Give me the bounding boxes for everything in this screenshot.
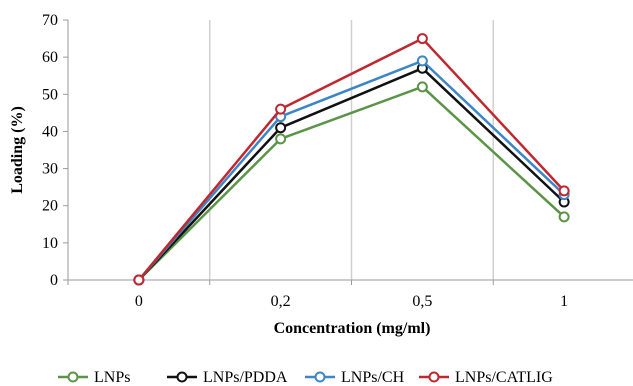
data-point — [416, 81, 428, 93]
axes — [63, 19, 633, 285]
legend-label: LNPs/CATLIG — [455, 369, 553, 386]
legend-item: LNPs — [58, 369, 130, 386]
series-lnps-catlig — [133, 33, 570, 286]
data-point — [416, 55, 428, 67]
legend-item: LNPs/CATLIG — [419, 369, 553, 386]
series-lines — [133, 33, 570, 286]
legend-label: LNPs/CH — [341, 369, 405, 386]
y-tick-label: 50 — [42, 86, 58, 103]
y-tick-label: 10 — [42, 235, 58, 252]
legend-marker — [176, 371, 188, 383]
data-point — [133, 274, 145, 286]
y-tick-label: 0 — [50, 272, 58, 289]
series-line — [137, 85, 565, 281]
data-point — [275, 122, 287, 134]
series-line — [137, 59, 565, 281]
x-tick-label: 0,5 — [412, 293, 432, 310]
y-axis-title: Loading (%) — [9, 106, 26, 194]
legend-label: LNPs — [94, 369, 130, 386]
y-tick-label: 40 — [42, 123, 58, 140]
x-tick-labels: 0 0,2 0,5 1 — [135, 293, 568, 310]
x-tick-label: 1 — [560, 293, 568, 310]
legend: LNPs LNPs/PDDA LNPs/CH LNPs/CATLIG — [58, 369, 553, 386]
legend-marker — [67, 371, 79, 383]
legend-item: LNPs/CH — [305, 369, 405, 386]
y-tick-labels: 0 10 20 30 40 50 60 70 — [42, 12, 58, 289]
data-point — [275, 103, 287, 115]
legend-item: LNPs/PDDA — [167, 369, 288, 386]
x-axis-title: Concentration (mg/ml) — [274, 320, 431, 337]
y-tick-label: 30 — [42, 161, 58, 178]
series-line — [137, 37, 566, 281]
data-point — [275, 133, 287, 145]
y-tick-label: 70 — [42, 12, 58, 29]
x-tick-label: 0,2 — [271, 293, 291, 310]
x-tick-label: 0 — [135, 293, 143, 310]
y-tick-label: 60 — [42, 49, 58, 66]
gridlines — [209, 20, 494, 280]
data-point — [416, 33, 428, 45]
data-point — [558, 211, 570, 223]
series-line — [137, 67, 565, 281]
y-tick-label: 20 — [42, 198, 58, 215]
data-point — [558, 185, 570, 197]
legend-marker — [428, 371, 440, 383]
legend-marker — [314, 371, 326, 383]
legend-label: LNPs/PDDA — [203, 369, 288, 386]
